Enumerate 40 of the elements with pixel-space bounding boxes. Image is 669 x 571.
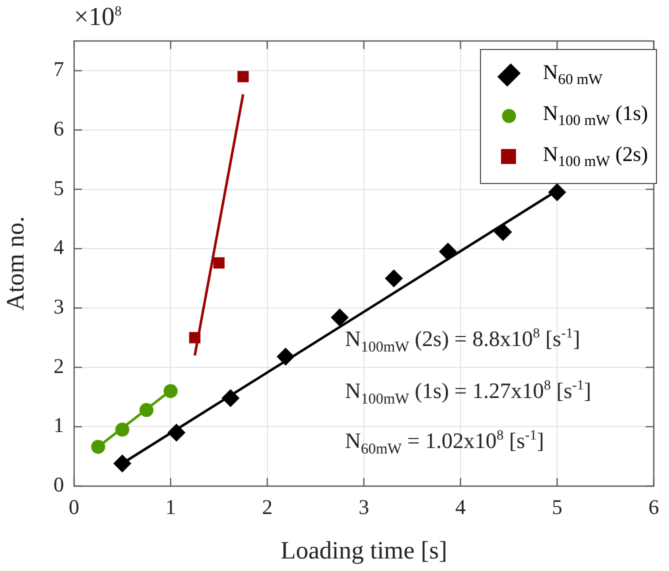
y-tick-label: 3 (54, 294, 64, 319)
y-tick-label: 6 (54, 116, 64, 141)
x-axis-title: Loading time [s] (280, 538, 448, 565)
x-tick-label: 1 (165, 495, 176, 520)
x-tick-label: 5 (552, 495, 562, 520)
y-tick-label: 5 (54, 176, 64, 200)
annotation: N$_{100mW}$ (1s) = 1.27x10$^{8}$ [s$^{-1}$] (345, 378, 592, 408)
y-tick-label: 1 (54, 413, 64, 438)
legend-label: N$_{100 mW}$ (2s) (542, 142, 648, 172)
y-tick-label: 7 (54, 57, 64, 82)
point (167, 424, 186, 442)
annotation: N$_{60mW}$ = 1.02x10$^{8}$ [s$^{-1}$] (345, 428, 544, 458)
legend-label: N$_{100 mW}$ (1s) (542, 100, 648, 130)
point (276, 348, 295, 366)
point (213, 257, 225, 269)
y-tick-label: 4 (54, 235, 64, 260)
point (438, 242, 457, 261)
point (548, 183, 566, 202)
point (91, 440, 106, 454)
y-tick-label: 0 (54, 472, 64, 497)
point (222, 389, 240, 408)
point (115, 422, 130, 437)
point (164, 384, 178, 398)
point (189, 332, 200, 344)
x-tick-label: 3 (358, 495, 370, 520)
point (237, 70, 249, 82)
x-tick-label: 2 (262, 495, 272, 520)
annotation: N$_{100mW}$ (2s) = 8.8x10$^{8}$ [s$^{-1}$] (345, 326, 580, 356)
legend-label: N$_{60 mW}$ (542, 60, 603, 90)
x-tick-label: 4 (455, 495, 466, 520)
y-axis-title: Atom no. (2, 216, 30, 311)
point (113, 454, 132, 472)
y-tick-label: 2 (54, 354, 64, 378)
x-tick-label: 0 (68, 495, 80, 520)
text: ×10$^{8}$ (74, 2, 122, 32)
point (384, 269, 403, 288)
point (139, 403, 154, 418)
point (494, 223, 512, 242)
x-tick-label: 6 (648, 495, 659, 520)
point (330, 308, 349, 326)
